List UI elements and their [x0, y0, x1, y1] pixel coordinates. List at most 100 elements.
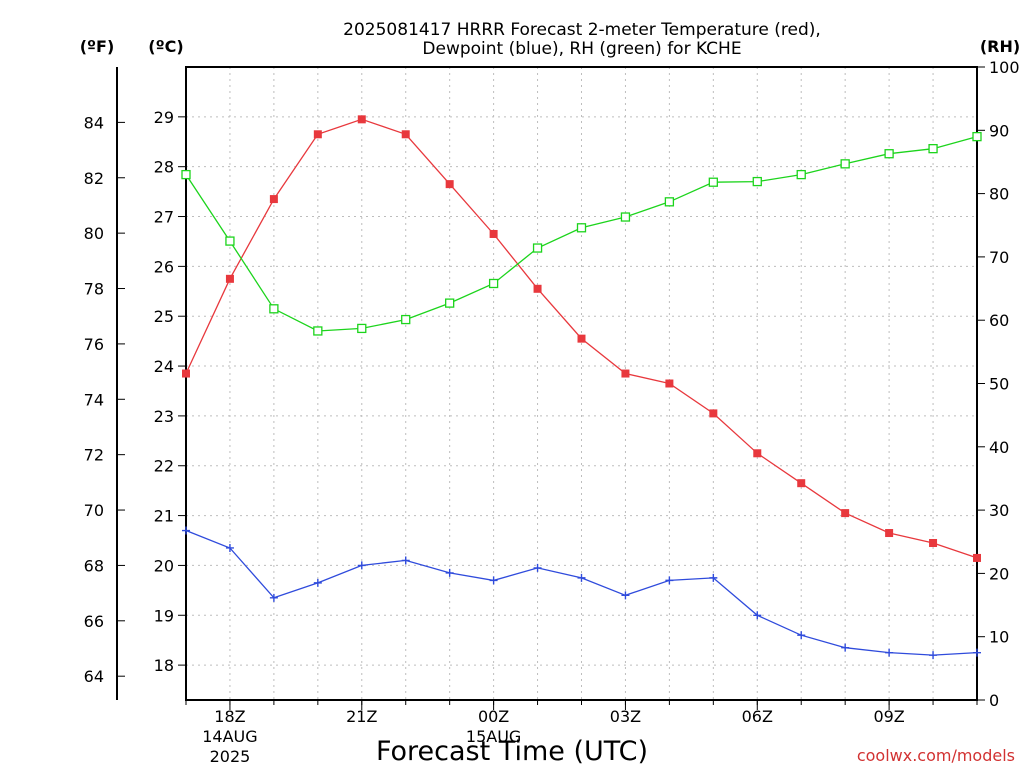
rh-point	[708, 177, 718, 187]
x-tick-label: 00Z	[478, 707, 509, 726]
dewpoint-point	[841, 643, 850, 652]
dewpoint-point	[182, 526, 190, 535]
celsius-unit-label: (ºC)	[148, 37, 183, 56]
dewpoint-point	[357, 561, 366, 570]
temperature-point	[357, 115, 366, 124]
temperature-point	[797, 479, 806, 488]
celsius-tick-label: 23	[154, 407, 174, 426]
chart-title-line-1: 2025081417 HRRR Forecast 2-meter Tempera…	[343, 20, 821, 40]
fahrenheit-tick-label: 64	[84, 667, 104, 686]
dewpoint-point	[753, 611, 762, 620]
axis-ticks: 18 19 20 21 22 23 24 25 26 27 28 29 64 66 68 70 72 74 76 78…	[84, 58, 1020, 766]
rh-tick-label: 60	[989, 311, 1009, 330]
rh-point	[181, 169, 191, 180]
temperature-point	[885, 529, 894, 538]
plot-frame	[185, 66, 978, 701]
rh-tick-label: 90	[989, 121, 1009, 140]
dewpoint-point	[885, 648, 894, 657]
rh-tick-label: 80	[989, 185, 1009, 204]
temperature-point	[929, 538, 938, 547]
rh-point	[840, 159, 850, 169]
dewpoint-point	[489, 576, 498, 585]
grid-lines	[186, 67, 977, 700]
temperature-point	[709, 409, 718, 418]
celsius-tick-label: 28	[154, 158, 174, 177]
rh-point	[884, 149, 894, 159]
temperature-point	[182, 369, 190, 378]
x-tick-label: 06Z	[742, 707, 773, 726]
temperature-point	[445, 180, 454, 189]
credit-text: coolwx.com/models	[857, 746, 1015, 765]
rh-point	[401, 314, 411, 325]
temperature-point	[753, 449, 762, 458]
celsius-tick-label: 24	[154, 357, 174, 376]
rh-point	[796, 169, 806, 180]
fahrenheit-tick-label: 68	[84, 556, 104, 575]
rh-tick-label: 20	[989, 564, 1009, 583]
dewpoint-point	[577, 573, 586, 582]
temperature-point	[841, 509, 850, 518]
dewpoint-point	[313, 578, 322, 587]
dewpoint-point	[533, 563, 542, 572]
celsius-tick-label: 21	[154, 507, 174, 526]
fahrenheit-tick-label: 78	[84, 280, 104, 299]
x-tick-label: 21Z	[346, 707, 377, 726]
rh-point	[269, 304, 279, 314]
rh-point	[445, 298, 455, 308]
rh-tick-label: 30	[989, 501, 1009, 520]
rh-tick-label: 40	[989, 438, 1009, 457]
x-tick-label: 18Z	[214, 707, 245, 726]
temperature-point	[269, 195, 278, 204]
celsius-tick-label: 29	[154, 108, 174, 127]
rh-tick-label: 100	[989, 58, 1020, 77]
celsius-tick-label: 27	[154, 208, 174, 227]
date-label: 14AUG	[202, 727, 257, 746]
dewpoint-point	[445, 568, 454, 577]
fahrenheit-tick-label: 80	[84, 224, 104, 243]
celsius-tick-label: 25	[154, 307, 174, 326]
rh-point	[532, 243, 543, 253]
rh-point	[664, 197, 675, 207]
rh-point	[313, 326, 323, 336]
rh-tick-label: 0	[989, 691, 999, 710]
dewpoint-point	[401, 556, 410, 565]
fahrenheit-tick-label: 76	[84, 335, 104, 354]
rh-point	[928, 144, 938, 154]
dewpoint-point	[665, 576, 674, 585]
temperature-point	[489, 229, 498, 238]
rh-point	[357, 323, 367, 334]
temperature-point	[577, 334, 586, 343]
temperature-point	[225, 274, 234, 283]
dewpoint-point	[269, 593, 278, 602]
celsius-tick-label: 26	[154, 257, 174, 276]
temperature-point	[621, 369, 630, 378]
x-tick-label: 03Z	[610, 707, 641, 726]
x-tick-label: 09Z	[873, 707, 904, 726]
temperature-point	[401, 130, 410, 139]
temperature-point	[665, 379, 674, 388]
celsius-tick-label: 19	[154, 606, 174, 625]
rh-point	[488, 278, 499, 289]
date-label: 15AUG	[466, 727, 521, 746]
celsius-tick-label: 20	[154, 556, 174, 575]
rh-tick-label: 70	[989, 248, 1009, 267]
dewpoint-point	[621, 591, 630, 600]
chart-title-line-2: Dewpoint (blue), RH (green) for KCHE	[422, 39, 741, 59]
rh-unit-label: (RH)	[980, 37, 1020, 56]
dewpoint-point	[973, 648, 981, 657]
rh-tick-label: 10	[989, 628, 1009, 647]
date-label: 2025	[210, 747, 251, 766]
rh-point	[972, 131, 982, 142]
dewpoint-point	[797, 631, 806, 640]
temperature-point	[533, 284, 542, 293]
fahrenheit-tick-label: 74	[84, 390, 104, 409]
fahrenheit-tick-label: 66	[84, 612, 104, 631]
dewpoint-point	[929, 651, 938, 660]
celsius-tick-label: 18	[154, 656, 174, 675]
fahrenheit-tick-label: 72	[84, 446, 104, 465]
fahrenheit-unit-label: (ºF)	[80, 37, 115, 56]
dewpoint-point	[709, 573, 718, 582]
rh-point	[620, 212, 631, 222]
rh-tick-label: 50	[989, 375, 1009, 394]
